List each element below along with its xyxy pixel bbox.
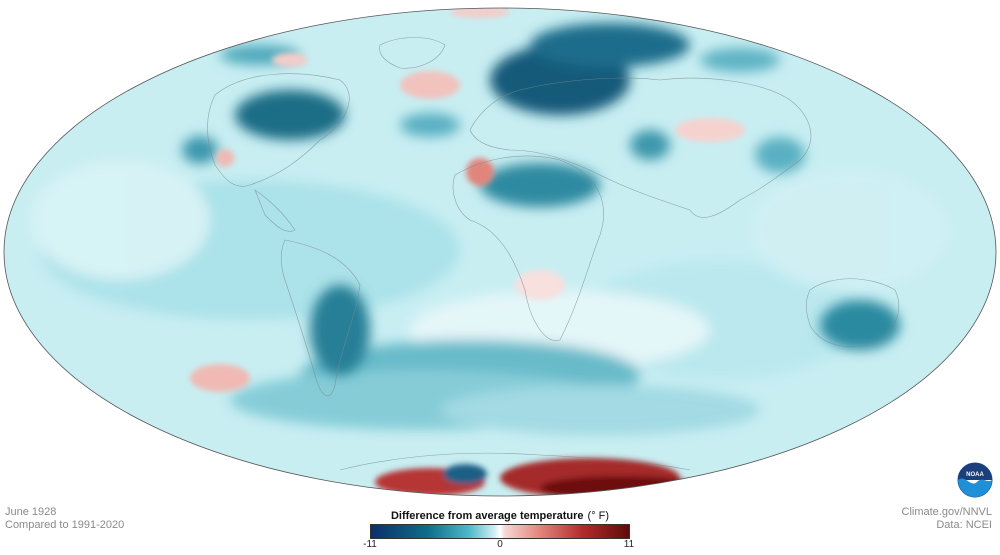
legend-title-row: Difference from average temperature (° F) xyxy=(360,509,640,523)
date-label: June 1928 xyxy=(5,506,57,518)
color-legend: Difference from average temperature (° F)… xyxy=(360,509,640,550)
map-info: June 1928 Compared to 1991-2020 xyxy=(5,506,124,532)
legend-mid-label: 0 xyxy=(497,539,503,550)
legend-min-label: -11 xyxy=(363,539,377,550)
credits: Climate.gov/NNVL Data: NCEI xyxy=(902,506,992,532)
credit-label: Climate.gov/NNVL xyxy=(901,506,992,518)
legend-unit: (° F) xyxy=(587,510,610,522)
data-source-label: Data: NCEI xyxy=(936,519,992,531)
anomaly-field xyxy=(30,8,950,496)
legend-max-label: 11 xyxy=(623,539,635,550)
baseline-label: Compared to 1991-2020 xyxy=(5,519,125,531)
world-temperature-map xyxy=(3,7,997,497)
globe-outline xyxy=(3,7,997,497)
legend-title: Difference from average temperature xyxy=(390,510,584,522)
legend-color-bar xyxy=(370,524,630,539)
noaa-logo-icon: NOAA xyxy=(957,462,993,498)
noaa-logo-text: NOAA xyxy=(966,472,984,478)
